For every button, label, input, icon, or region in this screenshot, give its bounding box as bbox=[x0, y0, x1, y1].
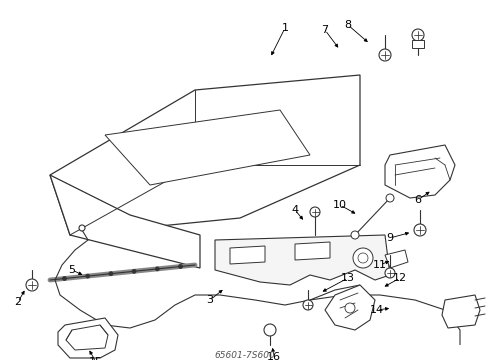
Text: 8: 8 bbox=[344, 20, 351, 30]
Text: 6: 6 bbox=[414, 195, 421, 205]
Text: 9: 9 bbox=[386, 233, 393, 243]
Text: 10: 10 bbox=[332, 200, 346, 210]
Text: 3: 3 bbox=[206, 295, 213, 305]
Circle shape bbox=[345, 303, 354, 313]
Circle shape bbox=[132, 269, 136, 273]
Text: 5: 5 bbox=[68, 265, 75, 275]
Text: 14: 14 bbox=[369, 305, 383, 315]
Circle shape bbox=[264, 324, 275, 336]
Circle shape bbox=[309, 207, 319, 217]
Polygon shape bbox=[105, 110, 309, 185]
Polygon shape bbox=[325, 285, 374, 330]
Text: 13: 13 bbox=[340, 273, 354, 283]
Circle shape bbox=[62, 276, 66, 280]
Text: 12: 12 bbox=[392, 273, 406, 283]
Polygon shape bbox=[384, 145, 454, 198]
Circle shape bbox=[26, 279, 38, 291]
Circle shape bbox=[357, 253, 367, 263]
Circle shape bbox=[155, 267, 159, 271]
Circle shape bbox=[85, 274, 89, 278]
Circle shape bbox=[178, 265, 182, 269]
Polygon shape bbox=[384, 250, 407, 268]
Polygon shape bbox=[441, 295, 479, 328]
Circle shape bbox=[79, 225, 85, 231]
Text: 4: 4 bbox=[291, 205, 298, 215]
Text: 2: 2 bbox=[15, 297, 21, 307]
Text: 15: 15 bbox=[89, 357, 103, 360]
Circle shape bbox=[109, 272, 113, 276]
Polygon shape bbox=[50, 75, 359, 235]
Polygon shape bbox=[229, 246, 264, 264]
Circle shape bbox=[350, 231, 358, 239]
Circle shape bbox=[385, 194, 393, 202]
Text: 16: 16 bbox=[266, 352, 281, 360]
Circle shape bbox=[413, 224, 425, 236]
Circle shape bbox=[352, 248, 372, 268]
Polygon shape bbox=[66, 325, 108, 350]
Bar bbox=[411, 40, 423, 48]
Text: 1: 1 bbox=[281, 23, 288, 33]
Circle shape bbox=[384, 268, 394, 278]
Circle shape bbox=[378, 49, 390, 61]
Polygon shape bbox=[58, 318, 118, 358]
Text: 7: 7 bbox=[321, 25, 328, 35]
Polygon shape bbox=[294, 242, 329, 260]
Text: 65601-7S600: 65601-7S600 bbox=[214, 351, 274, 360]
Polygon shape bbox=[50, 175, 200, 268]
Circle shape bbox=[411, 29, 423, 41]
Text: 11: 11 bbox=[372, 260, 386, 270]
Polygon shape bbox=[215, 235, 389, 285]
Circle shape bbox=[303, 300, 312, 310]
